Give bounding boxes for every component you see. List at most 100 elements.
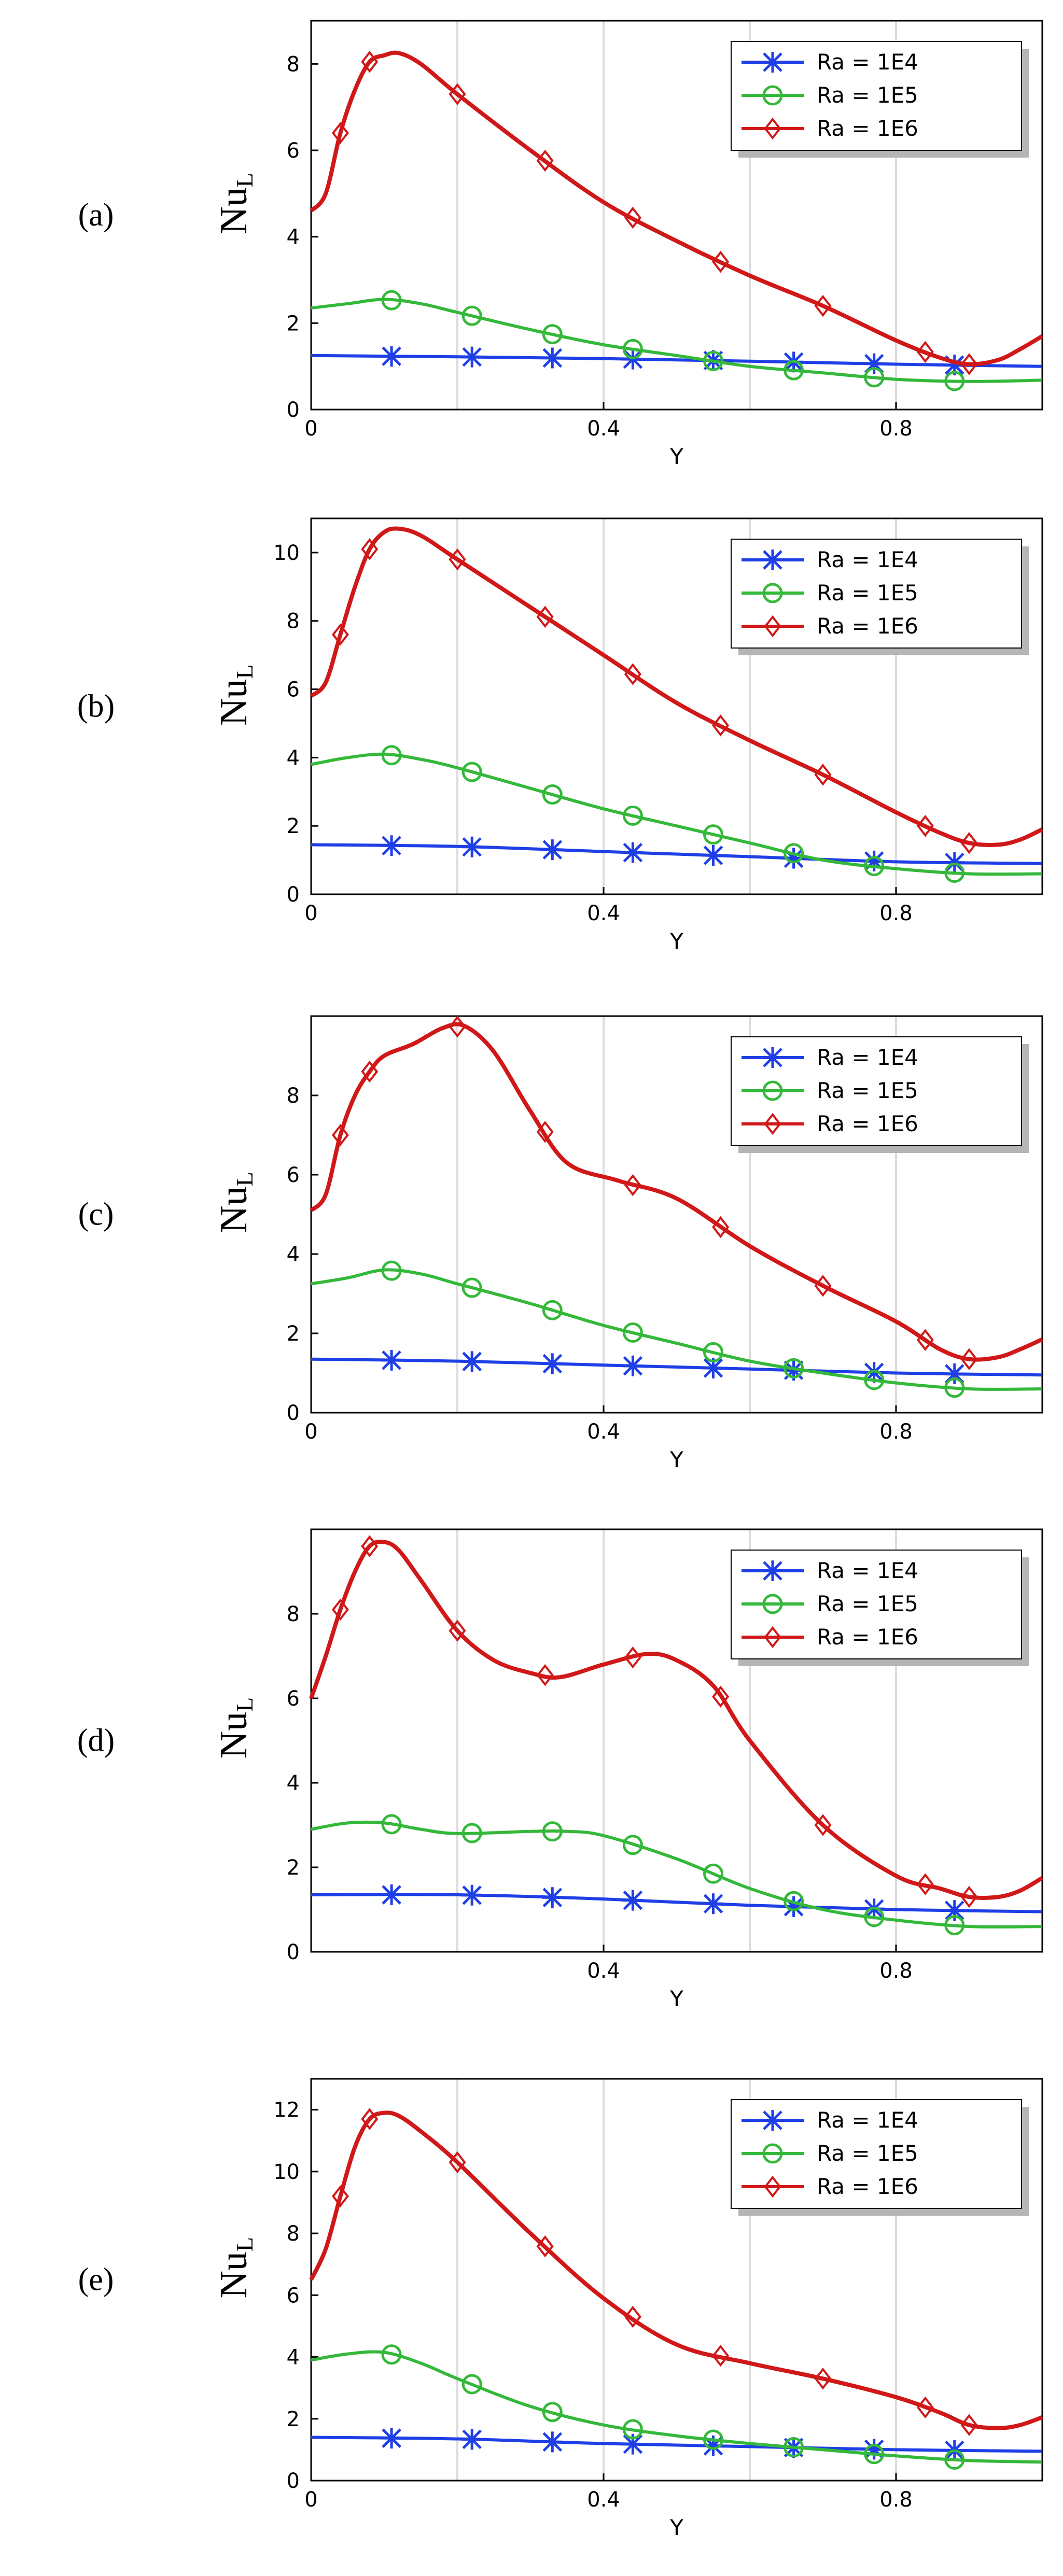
series-line bbox=[311, 843, 1043, 865]
series-marker bbox=[381, 745, 402, 766]
y-tick-label: 4 bbox=[287, 746, 300, 770]
legend-entry: Ra = 1E6 bbox=[817, 613, 918, 639]
x-tick-label: 0 bbox=[304, 1420, 317, 1444]
series-marker bbox=[944, 852, 965, 873]
legend-entry: Ra = 1E5 bbox=[817, 580, 918, 606]
y-tick-label: 8 bbox=[287, 52, 300, 76]
series-marker bbox=[449, 83, 466, 105]
series-marker bbox=[461, 762, 482, 782]
panel-label: (c) bbox=[78, 1197, 114, 1232]
series-marker bbox=[784, 1358, 804, 1378]
y-tick-label: 8 bbox=[287, 2222, 300, 2246]
series-line bbox=[311, 1357, 1043, 1377]
series-marker bbox=[461, 305, 482, 326]
chart-panel: (e) NuL 0 2 4 6 8 10 12 0 0.4 0.8 Y Ra = 1E4 Ra = 1E5 R… bbox=[78, 2078, 1043, 2540]
series-marker bbox=[461, 836, 483, 857]
y-tick-label: 10 bbox=[273, 2160, 300, 2184]
series-marker bbox=[622, 339, 643, 359]
y-tick-label: 6 bbox=[287, 678, 300, 702]
series-marker bbox=[461, 1351, 483, 1372]
x-tick-label: 0 bbox=[304, 417, 317, 441]
legend-swatch-marker bbox=[762, 2143, 783, 2164]
chart-panel: (a) NuL 0 2 4 6 8 0 0.4 0.8 Y Ra = 1E4 Ra = 1E5 Ra = … bbox=[78, 20, 1044, 469]
series-marker bbox=[536, 1664, 554, 1686]
series-marker bbox=[622, 842, 644, 863]
y-tick-label: 2 bbox=[287, 2408, 300, 2431]
series-line bbox=[311, 2350, 1043, 2464]
x-tick-label: 0.8 bbox=[879, 1420, 913, 1444]
legend-swatch-marker bbox=[764, 615, 781, 638]
series-marker bbox=[783, 1896, 804, 1917]
x-axis-label: Y bbox=[669, 2515, 683, 2540]
y-tick-label: 6 bbox=[287, 139, 300, 163]
series-marker bbox=[916, 814, 934, 837]
series-marker bbox=[542, 839, 563, 861]
series-marker bbox=[624, 663, 641, 685]
series-marker bbox=[622, 1890, 644, 1911]
legend-swatch-marker bbox=[762, 583, 783, 603]
y-axis-label-subscript: L bbox=[231, 664, 258, 679]
x-axis-label: Y bbox=[669, 444, 683, 469]
y-axis-label: NuL bbox=[213, 2237, 258, 2299]
series-marker bbox=[703, 1357, 724, 1378]
series-line bbox=[311, 752, 1043, 876]
legend-entry: Ra = 1E6 bbox=[817, 1111, 918, 1136]
y-axis-label: NuL bbox=[213, 173, 258, 234]
series-marker bbox=[542, 1353, 563, 1374]
series-marker bbox=[381, 346, 402, 367]
y-axis-label-main: Nu bbox=[213, 1712, 255, 1758]
series-marker bbox=[703, 350, 723, 371]
series-marker bbox=[622, 2419, 643, 2440]
series-marker bbox=[542, 324, 563, 345]
series-marker bbox=[624, 2305, 641, 2328]
series-marker bbox=[960, 353, 978, 375]
series-marker bbox=[944, 862, 965, 883]
series-marker bbox=[960, 2414, 978, 2436]
series-line bbox=[309, 1539, 1044, 1900]
series-marker bbox=[916, 341, 934, 363]
series-marker bbox=[864, 1907, 885, 1927]
chart-panel: (d) NuL 0 2 4 6 8 0.4 0.8 Y Ra = 1E4 Ra = 1E5 Ra = 1… bbox=[77, 1528, 1044, 2011]
series-marker bbox=[461, 1823, 482, 1843]
series-marker bbox=[461, 2429, 483, 2450]
series-line bbox=[309, 50, 1044, 367]
y-tick-label: 8 bbox=[287, 1084, 300, 1108]
series-marker bbox=[542, 1300, 563, 1320]
series-line bbox=[311, 1893, 1043, 1913]
series-line bbox=[311, 1268, 1043, 1391]
legend-swatch-marker bbox=[762, 1560, 783, 1581]
series-marker bbox=[863, 2439, 885, 2460]
y-tick-label: 0 bbox=[287, 2469, 300, 2493]
series-marker bbox=[944, 1377, 965, 1398]
legend-entry: Ra = 1E5 bbox=[817, 2141, 918, 2166]
series-marker bbox=[381, 1814, 402, 1835]
series-marker bbox=[814, 1814, 832, 1836]
x-tick-label: 0.4 bbox=[587, 902, 620, 925]
series-marker bbox=[712, 1216, 730, 1238]
series-marker bbox=[381, 1884, 402, 1905]
x-tick-label: 0 bbox=[304, 902, 317, 925]
chart-panel: (c) NuL 0 2 4 6 8 0 0.4 0.8 Y Ra = 1E4 Ra = 1E5 Ra = … bbox=[78, 1015, 1043, 1472]
series-marker bbox=[461, 1884, 483, 1906]
y-axis-label-main: Nu bbox=[213, 2251, 255, 2298]
series-marker bbox=[361, 538, 379, 560]
y-axis-label-main: Nu bbox=[213, 679, 255, 726]
y-tick-label: 0 bbox=[287, 398, 300, 422]
series-marker bbox=[381, 2344, 402, 2365]
legend-entry: Ra = 1E4 bbox=[817, 49, 918, 75]
series-marker bbox=[703, 2435, 724, 2456]
panel-label: (b) bbox=[77, 689, 115, 724]
panel-label: (d) bbox=[77, 1723, 115, 1758]
series-marker bbox=[361, 2108, 379, 2130]
series-marker bbox=[814, 2368, 832, 2390]
y-tick-label: 8 bbox=[287, 1602, 300, 1626]
chart-panel: (b) NuL 0 2 4 6 8 10 0 0.4 0.8 Y Ra = 1E4 Ra = 1E5 Ra … bbox=[77, 517, 1043, 954]
legend-swatch-marker bbox=[764, 2175, 781, 2198]
series-marker bbox=[331, 2185, 349, 2207]
series-marker bbox=[703, 2429, 723, 2450]
series-marker bbox=[331, 1124, 349, 1146]
y-axis-label-subscript: L bbox=[231, 2237, 258, 2251]
series-marker bbox=[536, 1121, 554, 1143]
legend-entry: Ra = 1E4 bbox=[817, 1558, 918, 1583]
